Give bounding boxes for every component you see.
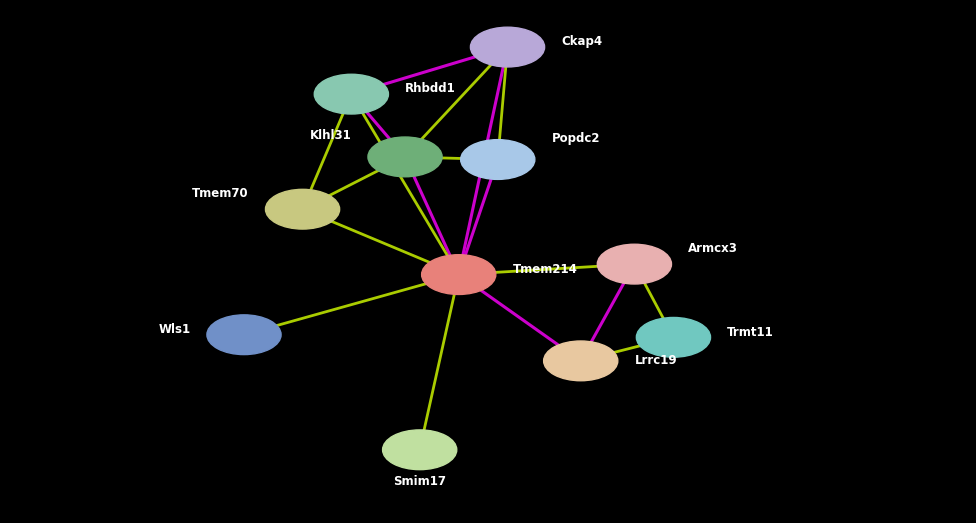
Circle shape [207, 315, 281, 355]
Text: Rhbdd1: Rhbdd1 [405, 83, 456, 95]
Circle shape [636, 317, 711, 357]
Circle shape [314, 74, 388, 114]
Text: Ckap4: Ckap4 [561, 36, 602, 48]
Circle shape [461, 140, 535, 179]
Circle shape [470, 27, 545, 67]
Text: Trmt11: Trmt11 [727, 326, 774, 338]
Text: Armcx3: Armcx3 [688, 242, 738, 255]
Circle shape [368, 137, 442, 177]
Text: Smim17: Smim17 [393, 475, 446, 487]
Text: Lrrc19: Lrrc19 [634, 355, 677, 367]
Text: Popdc2: Popdc2 [551, 132, 600, 145]
Text: Klhl31: Klhl31 [309, 130, 351, 142]
Text: Tmem70: Tmem70 [192, 187, 249, 200]
Circle shape [265, 189, 340, 229]
Text: Wls1: Wls1 [158, 323, 190, 336]
Circle shape [422, 255, 496, 294]
Text: Tmem214: Tmem214 [512, 263, 577, 276]
Circle shape [383, 430, 457, 470]
Circle shape [544, 341, 618, 381]
Circle shape [597, 244, 671, 284]
